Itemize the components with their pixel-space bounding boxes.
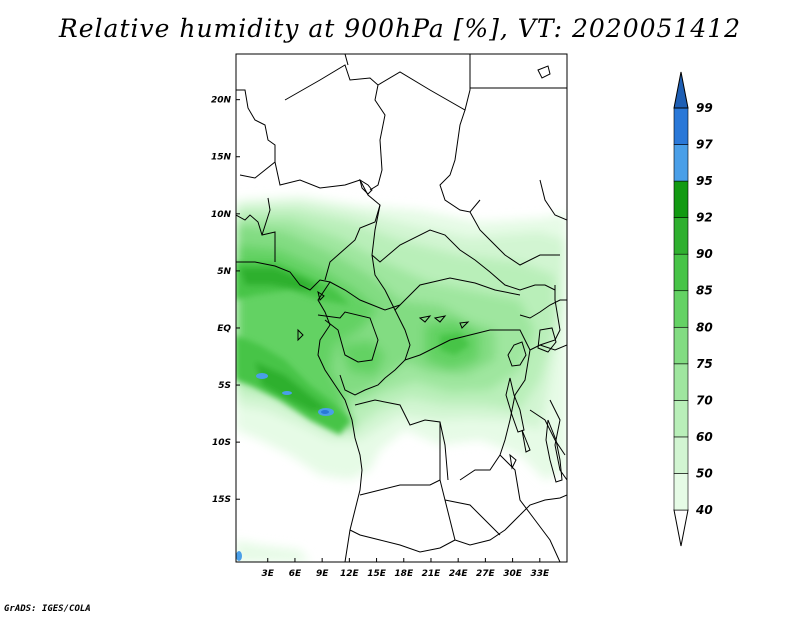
x-tick-label: 9E <box>316 569 329 579</box>
colorbar-segment <box>673 473 689 511</box>
x-tick-label: 24E <box>449 569 469 579</box>
colorbar-label: 40 <box>695 503 713 517</box>
x-tick-label: 12E <box>340 569 360 579</box>
x-tick-label: 30E <box>503 569 523 579</box>
y-axis: 20N 15N 10N 5N EQ 5S 10S 15S <box>211 96 240 505</box>
colorbar-segment <box>673 217 689 255</box>
colorbar-segment <box>673 400 689 438</box>
footer-credit: GrADS: IGES/COLA <box>4 604 91 614</box>
colorbar-label: 70 <box>696 393 713 407</box>
map-title: Relative humidity at 900hPa [%], VT: 202… <box>58 14 742 43</box>
x-tick-label: 6E <box>289 569 302 579</box>
colorbar-label: 80 <box>696 320 713 334</box>
map-frame <box>235 53 568 563</box>
colorbar-label: 99 <box>696 101 713 115</box>
colorbar-segment <box>673 326 689 365</box>
y-tick-label: 10N <box>211 210 232 220</box>
colorbar-segment <box>673 253 689 292</box>
colorbar-segment <box>673 363 689 401</box>
x-tick-label: 27E <box>476 569 496 579</box>
colorbar-label: 85 <box>696 284 713 298</box>
colorbar-label: 60 <box>696 430 713 444</box>
colorbar-segment <box>673 107 689 145</box>
colorbar-segment <box>673 180 689 218</box>
lakes <box>297 65 563 483</box>
y-tick-label: 20N <box>211 96 232 106</box>
colorbar-label: 50 <box>696 466 713 480</box>
colorbar-segment <box>673 144 689 182</box>
colorbar-label: 92 <box>696 211 713 225</box>
colorbar-label: 75 <box>696 357 713 371</box>
colorbar-under-triangle <box>673 509 689 547</box>
x-tick-label: 3E <box>262 569 275 579</box>
high-humidity-patches <box>236 373 334 561</box>
x-tick-label: 18E <box>394 569 414 579</box>
colorbar-label: 95 <box>696 174 713 188</box>
colorbar-segment <box>673 290 689 328</box>
x-tick-label: 33E <box>530 569 550 579</box>
y-tick-label: 10S <box>212 438 231 448</box>
colorbar: 40 50 60 70 75 80 85 90 92 95 97 99 <box>673 71 713 547</box>
y-tick-label: EQ <box>217 324 231 334</box>
y-tick-label: 5N <box>217 267 231 277</box>
colorbar-segment <box>673 436 689 474</box>
humidity-field <box>236 54 567 562</box>
x-axis: 3E 6E 9E 12E 15E 18E 21E 24E 27E 30E 33E <box>262 558 550 579</box>
y-tick-label: 15S <box>212 495 231 505</box>
colorbar-label: 97 <box>696 138 713 152</box>
x-tick-label: 21E <box>422 569 442 579</box>
colorbar-label: 90 <box>696 247 713 261</box>
country-borders <box>236 54 567 562</box>
y-tick-label: 5S <box>218 381 231 391</box>
y-tick-label: 15N <box>211 153 232 163</box>
x-tick-label: 15E <box>367 569 387 579</box>
colorbar-over-triangle <box>673 71 689 109</box>
